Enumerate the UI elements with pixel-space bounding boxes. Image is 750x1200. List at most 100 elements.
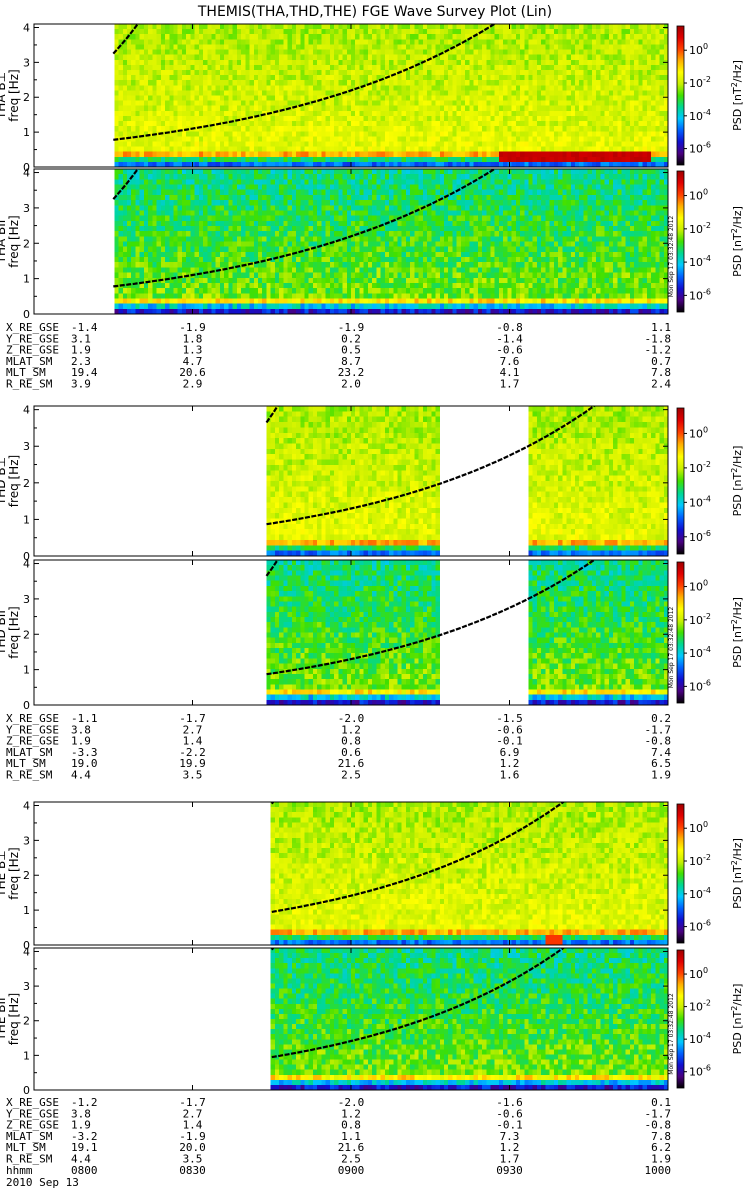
ephemeris-row-label: Y_RE_GSE — [6, 723, 59, 736]
ephemeris-value: -0.1 — [496, 1119, 523, 1132]
ephemeris-value: 1.9 — [651, 1153, 671, 1166]
ephemeris-value: 0.2 — [651, 712, 671, 725]
panel-label: THD B⊥ — [0, 457, 8, 506]
colorbar-tick-label: 10-2 — [689, 999, 711, 1014]
panel-label: THD BII — [0, 610, 8, 656]
ephemeris-value: -1.7 — [179, 1096, 206, 1109]
ephemeris-value: 2.7 — [183, 1107, 203, 1120]
ephemeris-row-label: MLAT_SM — [6, 1130, 53, 1143]
y-tick-label: 2 — [23, 628, 30, 641]
ephemeris-value: 20.0 — [179, 1141, 206, 1154]
ephemeris-value: -0.1 — [496, 735, 523, 748]
y-tick-label: 4 — [23, 21, 30, 34]
ephemeris-value: 6.5 — [651, 757, 671, 770]
ephemeris-value: 1.6 — [500, 769, 520, 782]
y-tick-label: 2 — [23, 1015, 30, 1028]
ephemeris-value: 1.1 — [341, 1130, 361, 1143]
ephemeris-value: -1.2 — [645, 344, 672, 357]
ephemeris-value: -1.1 — [71, 712, 98, 725]
ephemeris-value: 1.2 — [341, 1107, 361, 1120]
freq-axis-label: freq [Hz] — [7, 69, 21, 121]
time-tick-label: 0900 — [338, 1164, 365, 1177]
ephemeris-table: X_RE_GSE -1.4 -1.9 -1.9 -0.8 1.1Y_RE_GSE 3.1 1.… — [6, 321, 671, 391]
colorbar-tick-label: 10-6 — [689, 141, 711, 156]
ephemeris-value: 21.6 — [338, 1141, 365, 1154]
colorbar — [676, 803, 685, 944]
colorbar-tick-label: 10-4 — [689, 254, 711, 269]
ephemeris-value: 2.3 — [71, 355, 91, 368]
spectrogram-panel: 0 1 2 3 4 THA B⊥freq [Hz] 100 10-2 10-4 10-6 PSD [… — [0, 21, 744, 174]
colorbar-tick-label: 10-2 — [689, 75, 711, 90]
ephemeris-row-label: MLT_SM — [6, 757, 46, 770]
cutoff-curve — [113, 24, 497, 141]
ephemeris-value: 1.7 — [500, 1153, 520, 1166]
ephemeris-value: 6.9 — [500, 746, 520, 759]
ephemeris-value: 4.7 — [183, 355, 203, 368]
ephemeris-value: -1.5 — [496, 712, 523, 725]
colorbar — [676, 25, 685, 166]
y-tick-label: 3 — [23, 980, 30, 993]
ephemeris-value: 4.4 — [71, 1153, 91, 1166]
ephemeris-value: 19.4 — [71, 366, 98, 379]
y-tick-label: 0 — [23, 550, 30, 563]
time-tick-label: 0930 — [496, 1164, 523, 1177]
y-tick-label: 0 — [23, 161, 30, 174]
ephemeris-value: -1.9 — [338, 321, 365, 334]
time-tick-label: 0830 — [179, 1164, 206, 1177]
time-tick-label: 0800 — [71, 1164, 98, 1177]
ephemeris-value: 0.1 — [651, 1096, 671, 1109]
cutoff-curve — [112, 169, 140, 200]
y-tick-label: 4 — [23, 167, 30, 180]
ephemeris-value: -3.2 — [71, 1130, 98, 1143]
ephemeris-value: 21.6 — [338, 757, 365, 770]
ephemeris-value: 19.1 — [71, 1141, 98, 1154]
colorbar-tick-label: 10-4 — [689, 886, 711, 901]
ephemeris-row-label: MLAT_SM — [6, 355, 53, 368]
freq-axis-label: freq [Hz] — [7, 455, 21, 507]
ephemeris-table: X_RE_GSE -1.2 -1.7 -2.0 -1.6 0.1 Y_RE_GSE 3.8 2.… — [6, 1096, 671, 1166]
panel-label: THE BII — [0, 997, 8, 1041]
ephemeris-value: 20.6 — [179, 366, 206, 379]
spectrogram-image — [34, 802, 668, 945]
ephemeris-row-label: Y_RE_GSE — [6, 332, 59, 345]
y-tick-label: 0 — [23, 308, 30, 321]
ephemeris-value: -0.8 — [645, 735, 672, 748]
cutoff-curve — [271, 802, 566, 913]
colorbar-tick-label: 10-6 — [689, 529, 711, 544]
ephemeris-value: -0.6 — [496, 723, 523, 736]
ephemeris-row-label: MLT_SM — [6, 366, 46, 379]
ephemeris-row-label: Y_RE_GSE — [6, 1107, 59, 1120]
y-tick-label: 1 — [23, 904, 30, 917]
ephemeris-value: 1.1 — [651, 321, 671, 334]
spectrogram-image — [34, 560, 668, 705]
ephemeris-value: -1.9 — [179, 1130, 206, 1143]
ephemeris-value: 8.7 — [341, 355, 361, 368]
plot-timestamp: Mon Sep 17 03:32:48 2012 — [668, 216, 675, 298]
ephemeris-value: 0.8 — [341, 735, 361, 748]
y-tick-label: 0 — [23, 1084, 30, 1097]
y-tick-label: 4 — [23, 404, 30, 417]
ephemeris-row-label: MLT_SM — [6, 1141, 46, 1154]
colorbar-tick-label: 10-6 — [689, 678, 711, 693]
ephemeris-value: 7.4 — [651, 746, 671, 759]
y-tick-label: 3 — [23, 593, 30, 606]
freq-axis-label: freq [Hz] — [7, 215, 21, 267]
colorbar-tick-label: 10-2 — [689, 612, 711, 627]
ephemeris-value: 2.5 — [341, 1153, 361, 1166]
ephemeris-value: 23.2 — [338, 366, 365, 379]
ephemeris-value: 3.9 — [71, 378, 91, 391]
ephemeris-row-label: X_RE_GSE — [6, 321, 59, 334]
colorbar-label: PSD [nT2/Hz] — [730, 984, 744, 1055]
ephemeris-value: -1.6 — [496, 1096, 523, 1109]
time-tick-label: 1000 — [645, 1164, 672, 1177]
spectrogram-image — [34, 406, 668, 556]
panel-label: THE B⊥ — [0, 850, 8, 897]
time-row-label: hhmm — [6, 1164, 33, 1177]
colorbar — [676, 949, 685, 1089]
panel-label: THA BII — [0, 220, 8, 265]
ephemeris-value: 7.8 — [651, 1130, 671, 1143]
panel-label: THA B⊥ — [0, 72, 8, 120]
ephemeris-value: -2.0 — [338, 1096, 365, 1109]
ephemeris-value: -2.2 — [179, 746, 206, 759]
ephemeris-row-label: Z_RE_GSE — [6, 344, 59, 357]
